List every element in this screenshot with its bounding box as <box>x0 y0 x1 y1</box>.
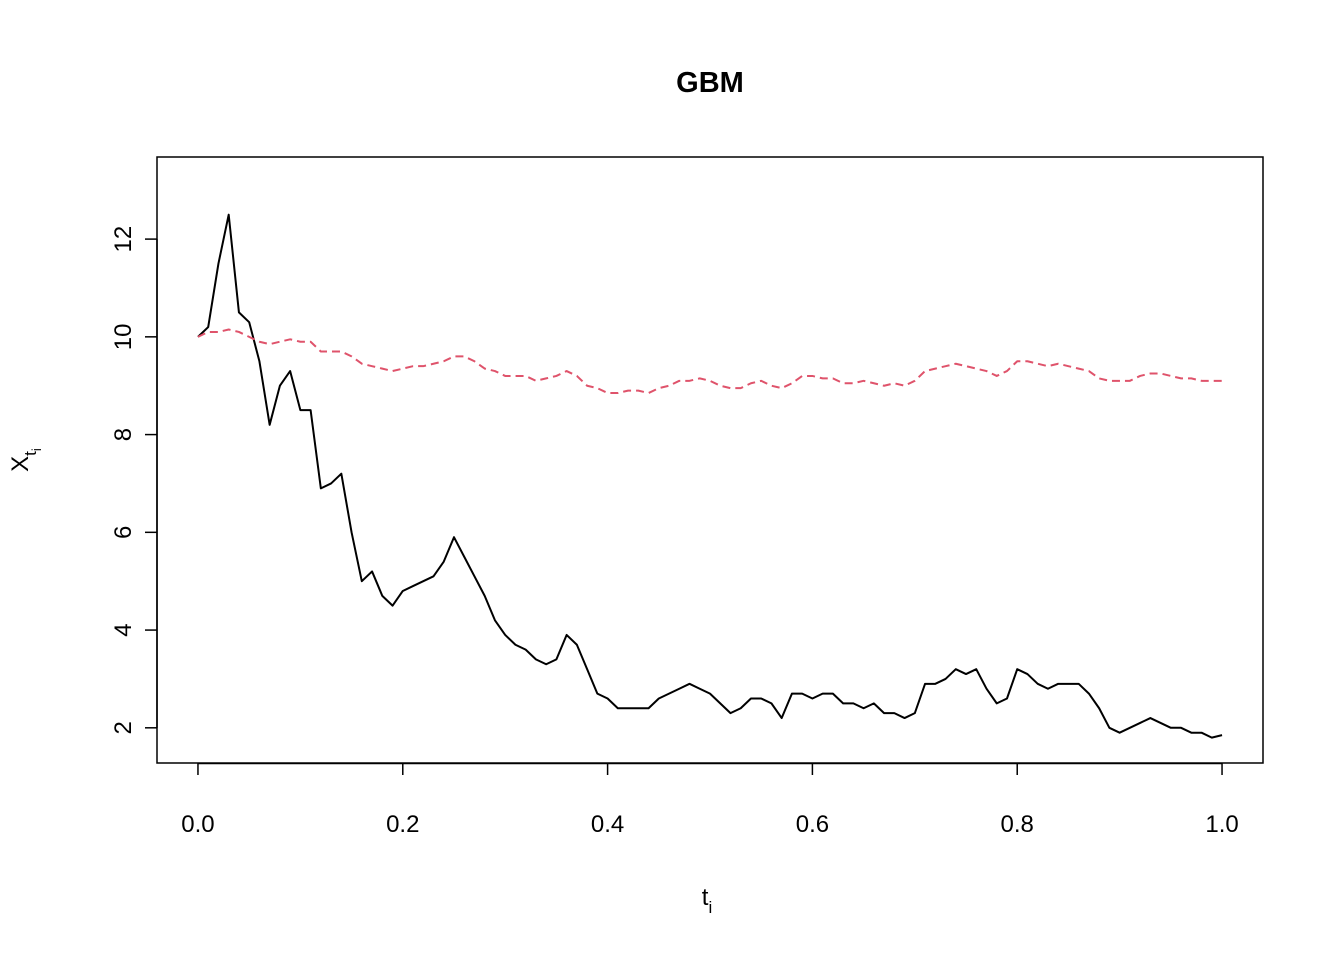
y-tick-label: 6 <box>110 526 137 539</box>
x-tick-label: 0.2 <box>386 811 419 838</box>
x-axis-label: ti <box>702 884 712 917</box>
x-label-main: t <box>702 884 709 911</box>
x-tick-label: 1.0 <box>1205 811 1238 838</box>
y-label-sub: t <box>21 451 40 456</box>
y-label-subsub: i <box>29 448 44 451</box>
y-tick-label: 2 <box>110 721 137 734</box>
y-tick-label: 10 <box>110 323 137 350</box>
chart-title: GBM <box>676 67 744 99</box>
x-label-sub: i <box>708 898 712 917</box>
y-label-main: X <box>7 456 34 472</box>
x-tick-label: 0.4 <box>591 811 624 838</box>
series-line <box>197 213 1223 739</box>
plot-box <box>156 156 1264 764</box>
y-axis-label: Xti <box>7 448 44 472</box>
series-line <box>197 328 1223 395</box>
y-tick-label: 8 <box>110 428 137 441</box>
x-tick-label: 0.0 <box>181 811 214 838</box>
x-tick-label: 0.8 <box>1001 811 1034 838</box>
y-tick-label: 4 <box>110 623 137 636</box>
y-tick-label: 12 <box>110 226 137 253</box>
x-tick-label: 0.6 <box>796 811 829 838</box>
